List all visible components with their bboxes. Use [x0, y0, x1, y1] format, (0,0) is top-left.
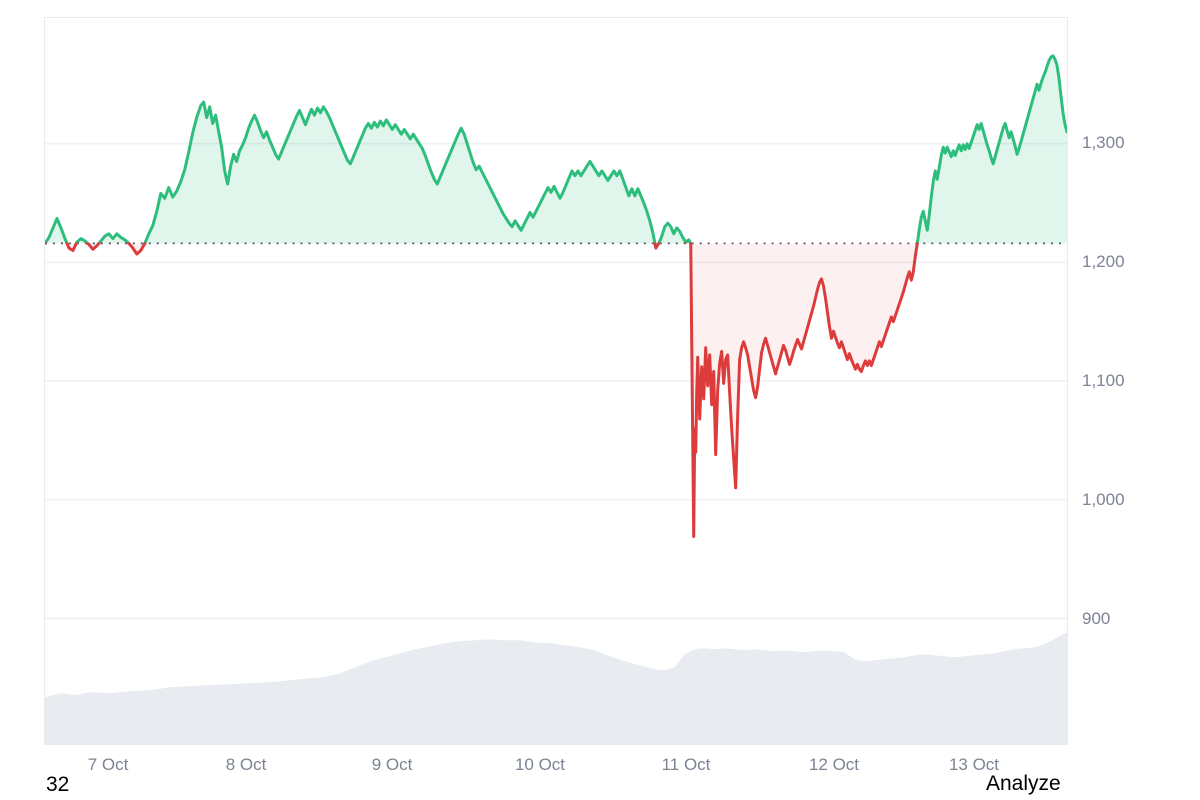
x-axis-label: 7 Oct	[87, 755, 129, 774]
analyze-button[interactable]: Analyze	[986, 772, 1061, 795]
price-line-chart-svg	[45, 54, 1067, 744]
x-axis-label: 8 Oct	[225, 755, 267, 774]
y-axis-label: 1,100	[1082, 371, 1125, 390]
x-axis-label: 13 Oct	[948, 755, 1000, 774]
y-axis-label: 1,200	[1082, 252, 1125, 271]
price-line-green	[45, 54, 1067, 245]
y-axis-label: 1,000	[1082, 490, 1125, 509]
red-fill-area	[45, 243, 1067, 537]
footer-count-text: 32	[46, 773, 70, 796]
volume-area	[45, 632, 1067, 744]
x-axis-label: 10 Oct	[514, 755, 566, 774]
x-axis-label: 12 Oct	[808, 755, 860, 774]
x-axis-label: 9 Oct	[371, 755, 413, 774]
price-chart[interactable]	[44, 17, 1068, 745]
x-axis-label: 11 Oct	[661, 755, 711, 774]
y-axis-label: 900	[1082, 609, 1111, 628]
green-fill-area	[45, 55, 1067, 244]
y-axis-label: 1,300	[1082, 133, 1125, 152]
